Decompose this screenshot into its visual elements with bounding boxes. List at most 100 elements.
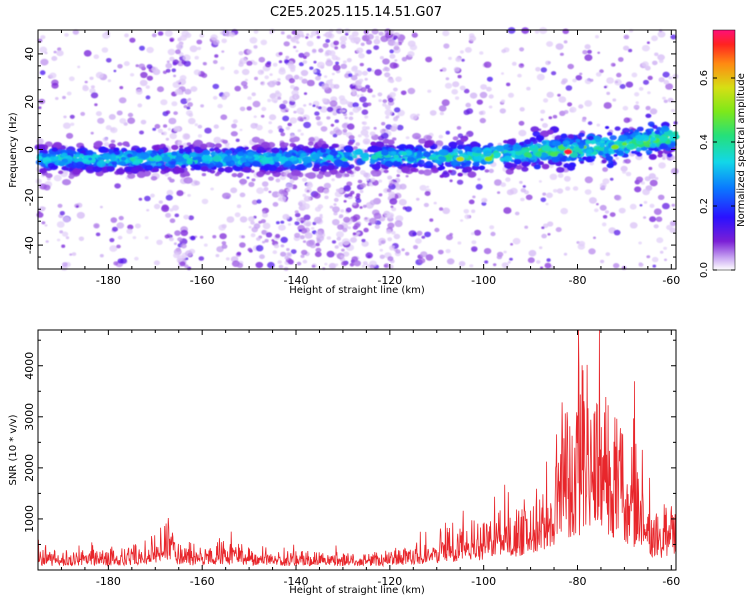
noise-blob — [391, 207, 397, 212]
noise-blob — [657, 194, 665, 200]
noise-blob — [506, 189, 514, 196]
noise-blob — [236, 204, 242, 209]
noise-blob — [116, 222, 125, 229]
noise-blob — [306, 79, 315, 87]
noise-blob — [56, 221, 65, 228]
x-tick-label: -120 — [377, 274, 402, 287]
noise-blob — [578, 104, 584, 109]
noise-blob — [77, 65, 81, 69]
noise-blob — [268, 129, 273, 134]
ridge-blob — [239, 156, 247, 162]
noise-blob — [500, 99, 506, 103]
noise-blob — [75, 205, 79, 208]
noise-blob — [387, 175, 393, 180]
ridge-blob — [189, 152, 197, 158]
ridge-blob — [557, 153, 564, 158]
noise-blob — [331, 55, 338, 61]
noise-blob — [326, 250, 335, 258]
ridge-blob — [92, 165, 103, 173]
noise-blob — [625, 171, 632, 177]
noise-blob — [412, 232, 418, 236]
noise-blob — [605, 252, 611, 256]
ridge-blob — [175, 155, 185, 163]
noise-blob — [360, 87, 367, 93]
noise-blob — [369, 131, 376, 137]
noise-blob — [102, 32, 111, 39]
noise-blob — [546, 192, 553, 199]
ridge-blob — [429, 145, 436, 150]
noise-blob — [219, 31, 225, 35]
noise-blob — [602, 167, 608, 172]
noise-blob — [341, 260, 348, 267]
noise-blob — [342, 60, 347, 64]
ridge-blob — [323, 161, 329, 165]
ridge-blob — [265, 171, 271, 175]
noise-blob — [335, 129, 343, 136]
noise-blob — [289, 117, 298, 124]
ridge-blob — [450, 160, 458, 166]
noise-blob — [613, 263, 620, 269]
noise-blob — [595, 72, 602, 77]
noise-blob — [313, 136, 320, 141]
noise-blob — [471, 246, 478, 252]
noise-blob — [438, 105, 447, 112]
colorbar-tick-label: 0.4 — [699, 134, 710, 150]
noise-blob — [378, 99, 382, 103]
noise-blob — [623, 117, 631, 123]
noise-blob — [69, 114, 75, 119]
noise-blob — [301, 249, 308, 256]
ridge-blob — [251, 178, 256, 182]
ridge-blob — [407, 156, 415, 163]
ridge-blob — [670, 142, 676, 147]
noise-blob — [393, 87, 398, 92]
peak-point — [456, 156, 465, 162]
noise-blob — [506, 82, 511, 87]
ridge-blob — [209, 148, 215, 152]
noise-blob — [146, 46, 154, 54]
noise-blob — [172, 204, 179, 211]
noise-blob — [619, 84, 626, 89]
noise-blob — [297, 129, 302, 133]
ridge-blob — [94, 141, 102, 147]
ridge-blob — [171, 151, 178, 156]
noise-blob — [649, 108, 658, 115]
noise-blob — [604, 210, 610, 214]
noise-blob — [119, 86, 124, 90]
noise-blob — [145, 95, 151, 100]
noise-blob — [465, 102, 472, 108]
ridge-blob — [392, 160, 402, 167]
noise-blob — [220, 114, 228, 120]
ridge-blob — [608, 160, 614, 165]
ridge-blob — [268, 176, 274, 181]
noise-blob — [334, 46, 339, 50]
noise-blob — [83, 50, 92, 57]
noise-blob — [572, 186, 579, 191]
ridge-blob — [75, 154, 80, 158]
ridge-blob — [61, 166, 66, 170]
noise-blob — [303, 121, 311, 129]
noise-blob — [325, 59, 334, 67]
noise-blob — [352, 214, 361, 221]
noise-blob — [340, 209, 345, 213]
noise-blob — [84, 80, 88, 84]
ridge-blob — [624, 150, 630, 154]
noise-blob — [296, 261, 302, 266]
noise-blob — [257, 69, 265, 75]
noise-blob — [603, 85, 607, 89]
x-tick-label: -80 — [569, 575, 587, 588]
noise-blob — [631, 72, 638, 78]
ridge-blob — [613, 153, 618, 157]
noise-blob — [262, 212, 268, 218]
noise-blob — [302, 177, 307, 182]
noise-blob — [507, 261, 511, 264]
noise-blob — [418, 257, 426, 264]
ridge-blob — [106, 165, 115, 172]
noise-blob — [353, 260, 361, 267]
noise-blob — [144, 236, 149, 240]
noise-blob — [225, 257, 230, 261]
noise-blob — [599, 204, 607, 211]
noise-blob — [383, 263, 390, 269]
noise-blob — [271, 239, 275, 242]
noise-blob — [269, 73, 273, 76]
noise-blob — [390, 245, 395, 249]
